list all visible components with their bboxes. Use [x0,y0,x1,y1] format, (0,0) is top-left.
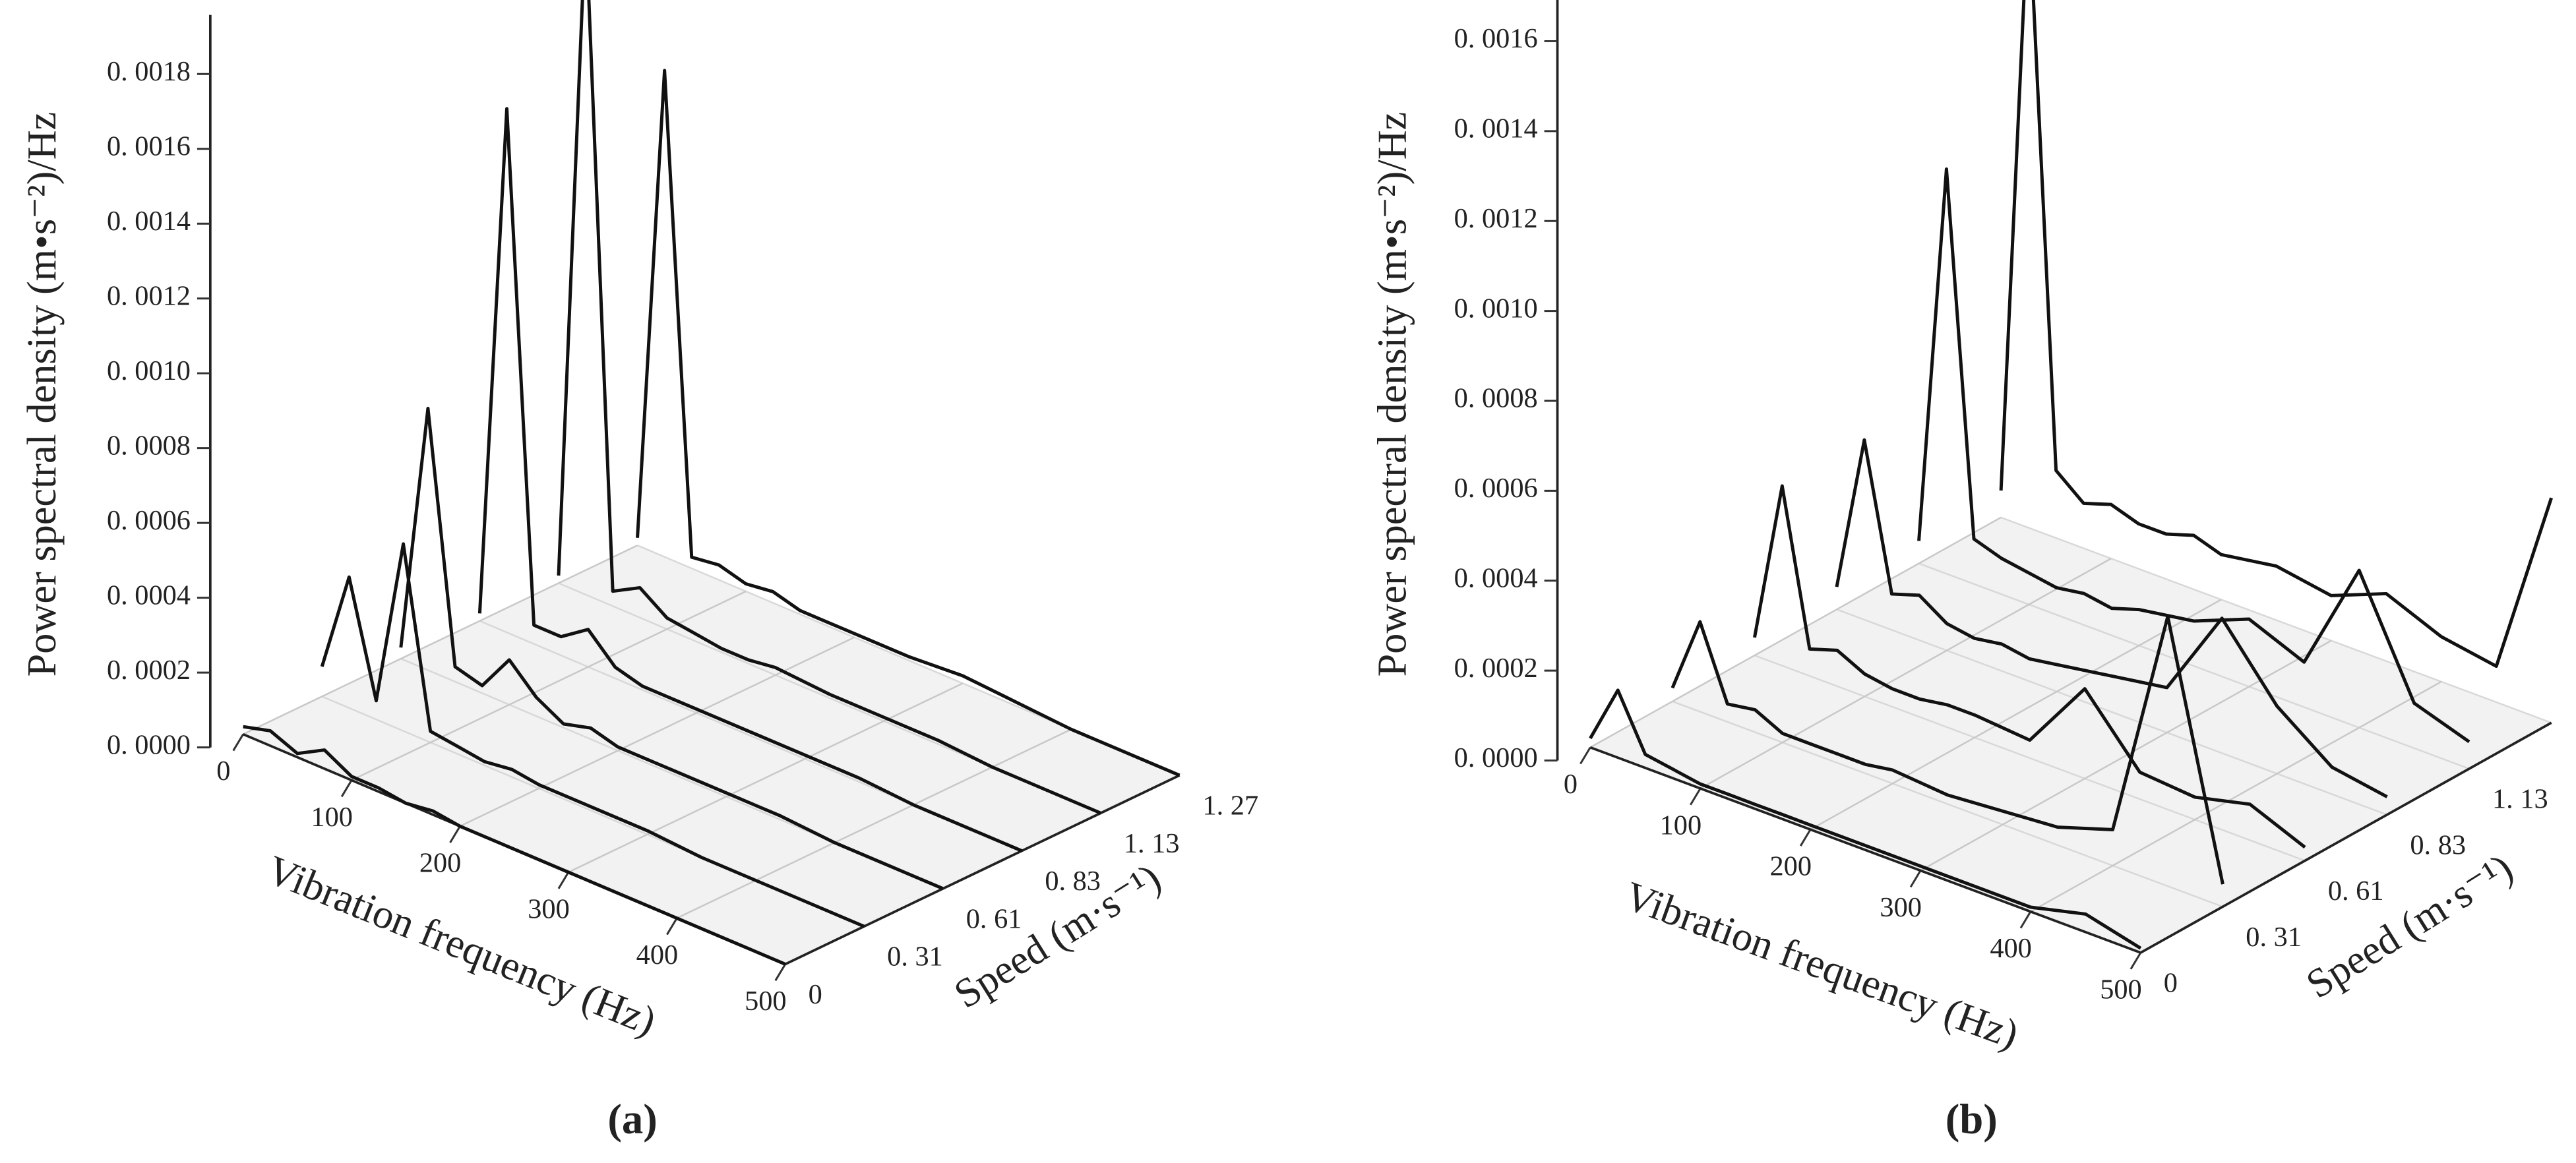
spectrum-line [477,107,1023,852]
z-tick-label: 1. 13 [2492,784,2548,815]
z-tick-label: 0. 61 [2328,876,2384,907]
y-tick-label: 0. 0016 [107,131,191,162]
x-tick-label: 300 [528,893,569,924]
z-axis-title: Speed (m·s⁻¹) [2299,846,2521,1007]
x-axis [1589,746,2141,954]
grid-line [1810,599,2222,831]
x-tick [774,963,787,982]
z-axis [784,774,1181,966]
x-tick-label: 400 [636,939,679,970]
grid-line [676,729,1072,919]
x-tick-label: 100 [1660,810,1702,841]
y-tick-label: 0. 0002 [1454,653,1538,684]
spectrum-line [1917,167,2470,744]
grid-line [351,590,747,781]
x-tick [666,917,678,936]
grid-line [243,545,638,735]
x-tick [1909,870,1922,888]
x-axis-title: Vibration frequency (Hz) [1619,874,2024,1058]
y-tick-label: 0. 0016 [1454,23,1538,54]
panel-label: (a) [607,1096,658,1143]
grid-line [1700,558,2112,789]
depth-grid-line [1754,654,2306,862]
z-tick-label: 0. 31 [2246,922,2302,953]
grid-line [2030,680,2442,912]
spectrum-line [1589,688,2142,950]
x-tick-label: 300 [1880,892,1922,923]
depth-grid-line [2000,516,2552,724]
y-tick-label: 0. 0002 [107,655,191,686]
y-tick-label: 0. 0004 [107,580,191,611]
z-tick-label: 0 [2164,968,2178,999]
y-tick-label: 0. 0004 [1454,562,1538,593]
y-tick-label: 0. 0000 [107,729,191,760]
x-tick-label: 100 [311,802,353,833]
spectrum-line [1999,0,2554,669]
y-tick-label: 0. 0010 [107,355,191,386]
z-tick-label: 1. 27 [2575,738,2576,769]
spectrum-line [557,0,1101,815]
y-axis-title: Power spectral density (m•s⁻²)/Hz [1370,112,1415,677]
x-tick [1799,829,1812,847]
y-tick-label: 0. 0008 [1454,383,1538,414]
x-tick-label: 500 [2100,974,2142,1005]
z-tick-label: 0. 31 [887,941,943,972]
spectrum-line [636,69,1181,777]
grid-line [1920,640,2332,872]
spectrum-line [320,542,865,928]
x-tick [557,872,570,889]
floor [243,545,1180,965]
floor [1590,517,2552,953]
y-tick-label: 0. 0006 [107,505,191,536]
z-tick-label: 0 [809,979,822,1010]
grid-line [568,682,964,874]
x-tick [1690,788,1702,806]
x-tick-label: 500 [745,986,786,1017]
spectrum-line [1835,438,2388,798]
y-tick-label: 0. 0012 [1454,203,1538,234]
y-tick-label: 0. 0000 [1454,742,1538,773]
z-tick-label: 0. 83 [1045,866,1101,897]
panel-label: (b) [1946,1096,1998,1143]
x-tick [449,825,461,843]
x-tick-label: 200 [419,848,461,879]
depth-grid-line [1836,609,2387,816]
y-tick-label: 0. 0006 [1454,473,1538,504]
x-tick [232,733,244,752]
z-axis [2139,721,2552,954]
spectrum-line [1753,484,2306,849]
y-tick-label: 0. 0008 [107,430,191,461]
y-tick-label: 0. 0014 [107,206,191,237]
grid-line [459,636,855,827]
depth-grid-line [1918,562,2470,770]
spectrum-line [1671,614,2224,885]
x-tick [1579,746,1591,765]
spectrum-line [399,406,944,891]
x-tick [340,779,353,798]
z-tick-label: 0. 83 [2410,829,2466,860]
z-tick-label: 1. 27 [1202,790,1258,821]
y-tick-label: 0. 0010 [1454,293,1538,324]
y-tick-label: 0. 0014 [1454,113,1538,144]
y-tick-label: 0. 0018 [107,56,191,87]
spectrum-line [243,725,786,966]
z-tick-label: 1. 13 [1124,828,1180,859]
z-tick-label: 0. 61 [966,903,1022,934]
y-axis-title: Power spectral density (m•s⁻²)/Hz [20,112,65,677]
x-tick-label: 0 [216,756,230,787]
x-tick-label: 400 [1990,933,2032,964]
x-tick [2019,910,2032,929]
x-tick-label: 0 [1564,769,1578,800]
x-tick-label: 200 [1770,851,1812,882]
depth-grid-line [1672,700,2223,908]
grid-line [1589,516,2002,748]
x-tick [2130,952,2142,970]
y-tick-label: 0. 0012 [107,280,191,311]
